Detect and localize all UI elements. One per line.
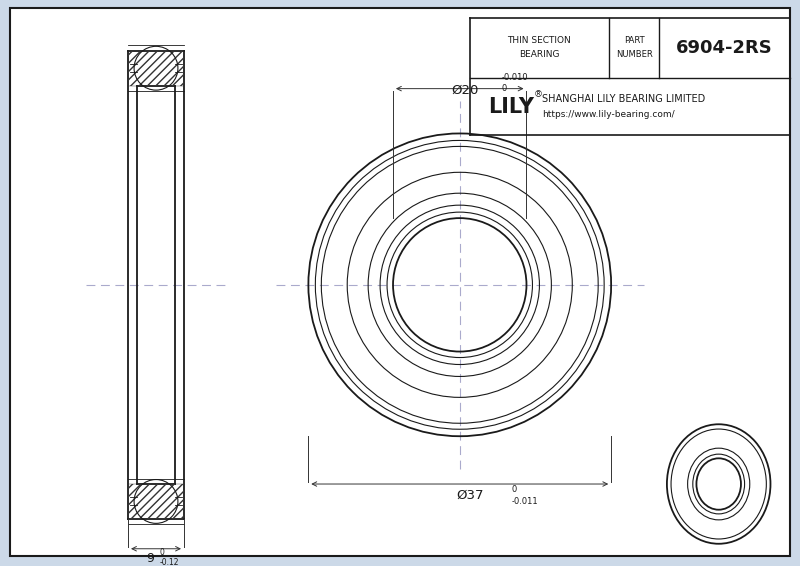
Text: Ø37: Ø37 <box>456 489 483 502</box>
Text: 9: 9 <box>146 552 154 565</box>
Text: -0.12: -0.12 <box>160 558 179 566</box>
Bar <box>128 51 184 85</box>
Text: SHANGHAI LILY BEARING LIMITED: SHANGHAI LILY BEARING LIMITED <box>542 93 706 104</box>
Text: LILY: LILY <box>488 97 534 117</box>
Text: -0.011: -0.011 <box>511 497 538 506</box>
Text: -0.010: -0.010 <box>502 72 528 82</box>
Text: ®: ® <box>534 90 542 99</box>
Text: 0: 0 <box>160 548 165 557</box>
Text: 0: 0 <box>511 485 517 494</box>
Bar <box>128 484 184 519</box>
Text: 6904-2RS: 6904-2RS <box>676 39 773 57</box>
Text: BEARING: BEARING <box>519 50 560 59</box>
Text: NUMBER: NUMBER <box>616 50 653 59</box>
Text: https://www.lily-bearing.com/: https://www.lily-bearing.com/ <box>542 110 675 119</box>
Text: THIN SECTION: THIN SECTION <box>507 36 571 45</box>
Text: Ø20: Ø20 <box>451 84 478 97</box>
Text: 0: 0 <box>502 84 507 93</box>
Text: PART: PART <box>624 36 644 45</box>
